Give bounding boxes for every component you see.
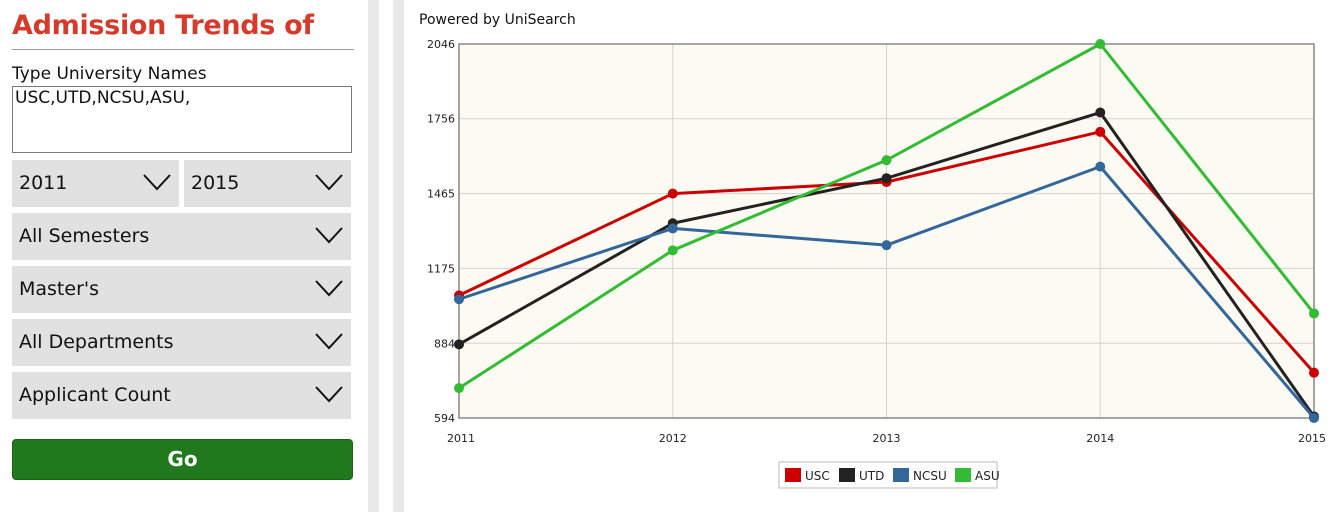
- panel-divider: [368, 0, 379, 512]
- chevron-down-icon: [143, 174, 171, 191]
- data-point-asu: [667, 245, 678, 256]
- data-point-asu: [1095, 39, 1106, 49]
- data-point-usc: [1309, 367, 1319, 378]
- data-point-ncsu: [881, 240, 892, 251]
- department-value: All Departments: [19, 331, 174, 353]
- to-year-value: 2015: [191, 172, 240, 194]
- chevron-down-icon: [315, 174, 343, 191]
- y-tick-label: 2046: [427, 38, 455, 51]
- to-year-select[interactable]: 2015: [184, 160, 351, 207]
- university-names-label: Type University Names: [12, 64, 207, 84]
- from-year-select[interactable]: 2011: [12, 160, 179, 207]
- x-tick-label: 2015: [1298, 432, 1326, 445]
- from-year-value: 2011: [19, 172, 68, 194]
- y-tick-label: 884: [434, 337, 455, 350]
- data-point-asu: [1309, 308, 1319, 319]
- plot-border: [458, 43, 1315, 419]
- powered-by-label: Powered by UniSearch: [419, 12, 576, 28]
- legend: USC UTD NCSU ASU: [778, 461, 1000, 489]
- data-point-ncsu: [454, 294, 464, 305]
- data-point-usc: [1095, 126, 1106, 137]
- legend-swatch-usc: [785, 468, 801, 482]
- degree-select[interactable]: Master's: [12, 266, 351, 313]
- sidebar: Admission Trends of Type University Name…: [0, 0, 366, 512]
- legend-label-usc: USC: [805, 469, 830, 483]
- legend-label-ncsu: NCSU: [913, 469, 947, 483]
- semester-select[interactable]: All Semesters: [12, 213, 351, 260]
- metric-select[interactable]: Applicant Count: [12, 372, 351, 419]
- title-divider: [12, 49, 354, 50]
- legend-label-utd: UTD: [859, 469, 884, 483]
- x-tick-label: 2013: [873, 432, 901, 445]
- x-tick-label: 2012: [659, 432, 687, 445]
- semester-value: All Semesters: [19, 225, 150, 247]
- chevron-down-icon: [315, 280, 343, 297]
- data-point-utd: [881, 173, 892, 184]
- data-point-ncsu: [1095, 161, 1106, 172]
- legend-label-asu: ASU: [975, 469, 1000, 483]
- data-point-asu: [881, 155, 892, 166]
- data-point-asu: [454, 383, 464, 394]
- x-tick-label: 2014: [1086, 432, 1114, 445]
- chevron-down-icon: [315, 227, 343, 244]
- y-tick-label: 1175: [427, 262, 455, 275]
- university-names-input[interactable]: [12, 86, 352, 153]
- chevron-down-icon: [315, 386, 343, 403]
- go-button[interactable]: Go: [12, 439, 353, 480]
- y-tick-label: 1756: [427, 113, 455, 126]
- legend-swatch-ncsu: [893, 468, 909, 482]
- degree-value: Master's: [19, 278, 100, 300]
- legend-swatch-asu: [955, 468, 971, 482]
- x-tick-label: 2011: [447, 432, 475, 445]
- data-point-ncsu: [667, 223, 678, 234]
- y-tick-label: 1465: [427, 188, 455, 201]
- department-select[interactable]: All Departments: [12, 319, 351, 366]
- metric-value: Applicant Count: [19, 384, 171, 406]
- data-point-utd: [1095, 107, 1106, 118]
- page-title: Admission Trends of: [12, 10, 314, 41]
- legend-swatch-utd: [839, 468, 855, 482]
- chevron-down-icon: [315, 333, 343, 350]
- panel-divider: [393, 0, 404, 512]
- data-point-ncsu: [1309, 413, 1319, 423]
- y-tick-label: 594: [434, 412, 455, 425]
- data-point-utd: [454, 339, 464, 350]
- data-point-usc: [667, 188, 678, 199]
